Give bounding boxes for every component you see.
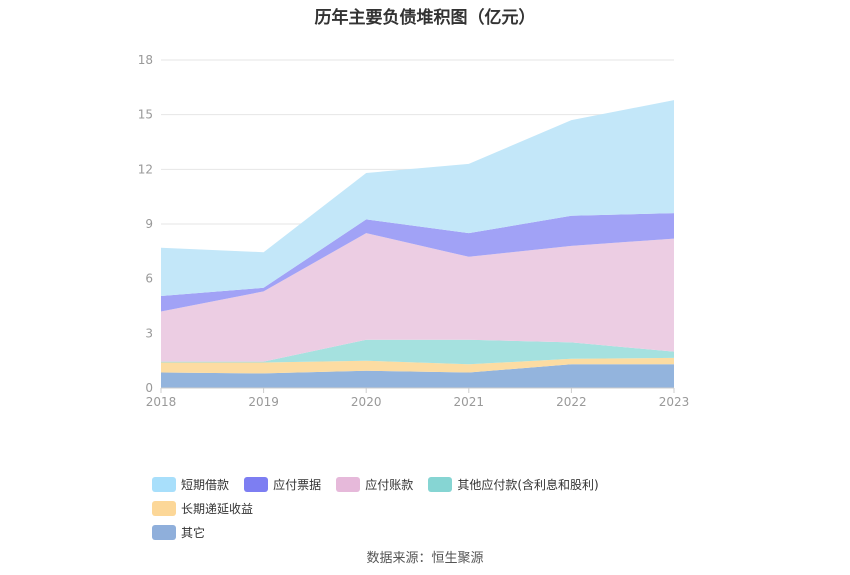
legend-item[interactable]: 其他应付款(含利息和股利) [428, 472, 599, 496]
legend-swatch [428, 476, 453, 492]
legend-label: 其他应付款(含利息和股利) [457, 477, 599, 492]
area-长期递延收益[interactable] [161, 357, 674, 374]
legend-label: 应付账款 [365, 477, 414, 492]
source-note: 数据来源：恒生聚源 [366, 551, 484, 566]
y-tick-label: 6 [145, 272, 153, 286]
legend-item[interactable]: 应付账款 [336, 472, 413, 496]
y-tick-label: 18 [138, 53, 153, 67]
legend-label: 应付票据 [273, 477, 322, 492]
x-tick-label: 2020 [351, 395, 382, 409]
chart-title: 历年主要负债堆积图（亿元） [314, 8, 536, 28]
legend-label: 长期递延收益 [181, 501, 254, 516]
legend-swatch [152, 476, 176, 492]
y-tick-label: 15 [138, 108, 153, 122]
legend-item[interactable]: 长期递延收益 [152, 496, 253, 520]
stacked-area-chart: 0 3 6 9 12 15 18 2018 2019 2020 2021 2022 2023 [138, 53, 690, 409]
x-tick-label: 2022 [556, 395, 587, 409]
x-tick-label: 2019 [248, 395, 279, 409]
legend: 短期借款 应付票据 应付账款 其他应付款(含利息和股利) 长期递延收益 其它 [152, 472, 712, 544]
legend-swatch [152, 500, 176, 516]
y-tick-label: 12 [138, 162, 153, 176]
axes: 0 3 6 9 12 15 18 2018 2019 2020 2021 2022 2023 [138, 53, 690, 409]
area-应付账款[interactable] [161, 233, 674, 362]
legend-label: 其它 [181, 525, 206, 540]
legend-item[interactable]: 短期借款 [152, 472, 229, 496]
y-tick-label: 3 [145, 326, 153, 340]
y-tick-label: 0 [145, 381, 153, 395]
area-短期借款[interactable] [161, 100, 674, 296]
x-tick-label: 2018 [146, 395, 177, 409]
area-应付票据[interactable] [161, 213, 674, 312]
legend-label: 短期借款 [181, 477, 230, 492]
y-tick-label: 9 [145, 217, 153, 231]
legend-item[interactable]: 其它 [152, 520, 205, 544]
x-tick-label: 2023 [659, 395, 690, 409]
area-其他应付款(含利息和股利)[interactable] [161, 339, 674, 365]
legend-swatch [152, 524, 176, 540]
legend-swatch [244, 476, 269, 492]
legend-swatch [336, 476, 361, 492]
area-series [161, 100, 674, 388]
legend-item[interactable]: 应付票据 [244, 472, 321, 496]
x-tick-label: 2021 [454, 395, 485, 409]
area-其它[interactable] [161, 364, 674, 388]
